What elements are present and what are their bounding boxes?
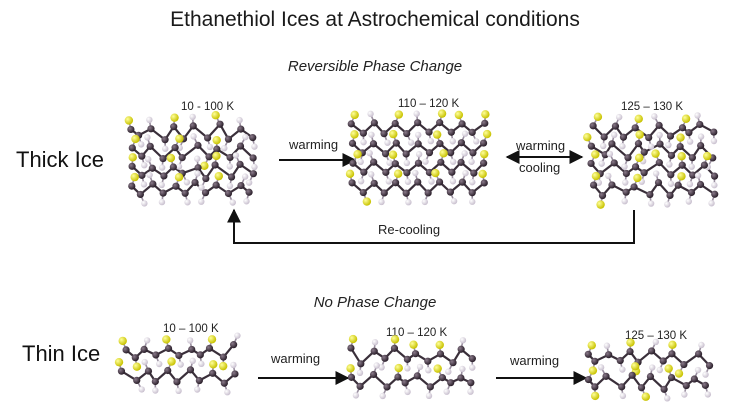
- thin-warming-label-2: warming: [510, 353, 560, 368]
- thick-temp-1: 10 - 100 K: [181, 101, 235, 113]
- thick-cluster-1: [124, 111, 258, 207]
- thin-temp-2: 110 – 120 K: [386, 327, 448, 339]
- thick-warming-label: warming: [289, 137, 339, 152]
- thin-ice-label: Thin Ice: [22, 341, 101, 366]
- thin-cluster-3: [584, 338, 714, 402]
- thin-subtitle: No Phase Change: [313, 294, 437, 311]
- recooling-arrow: [227, 208, 635, 244]
- thick-temp-2: 110 – 120 K: [398, 98, 460, 110]
- thick-ice-label: Thick Ice: [16, 147, 105, 172]
- thin-warming-label-1: warming: [271, 351, 321, 366]
- recooling-label: Re-cooling: [378, 222, 441, 237]
- thick-cluster-2: [345, 109, 492, 206]
- thin-cluster-1: [114, 332, 241, 396]
- thick-temp-3: 125 – 130 K: [621, 101, 684, 113]
- diagram-title: Ethanethiol Ices at Astrochemical condit…: [170, 8, 580, 31]
- thin-temp-1: 10 – 100 K: [163, 323, 219, 335]
- thin-cluster-2: [346, 334, 476, 400]
- thick-subtitle: Reversible Phase Change: [287, 58, 463, 75]
- thick-cluster-3: [583, 112, 719, 209]
- thin-temp-3: 125 – 130 K: [625, 330, 688, 342]
- thick-warming-label-2: warming: [516, 138, 566, 153]
